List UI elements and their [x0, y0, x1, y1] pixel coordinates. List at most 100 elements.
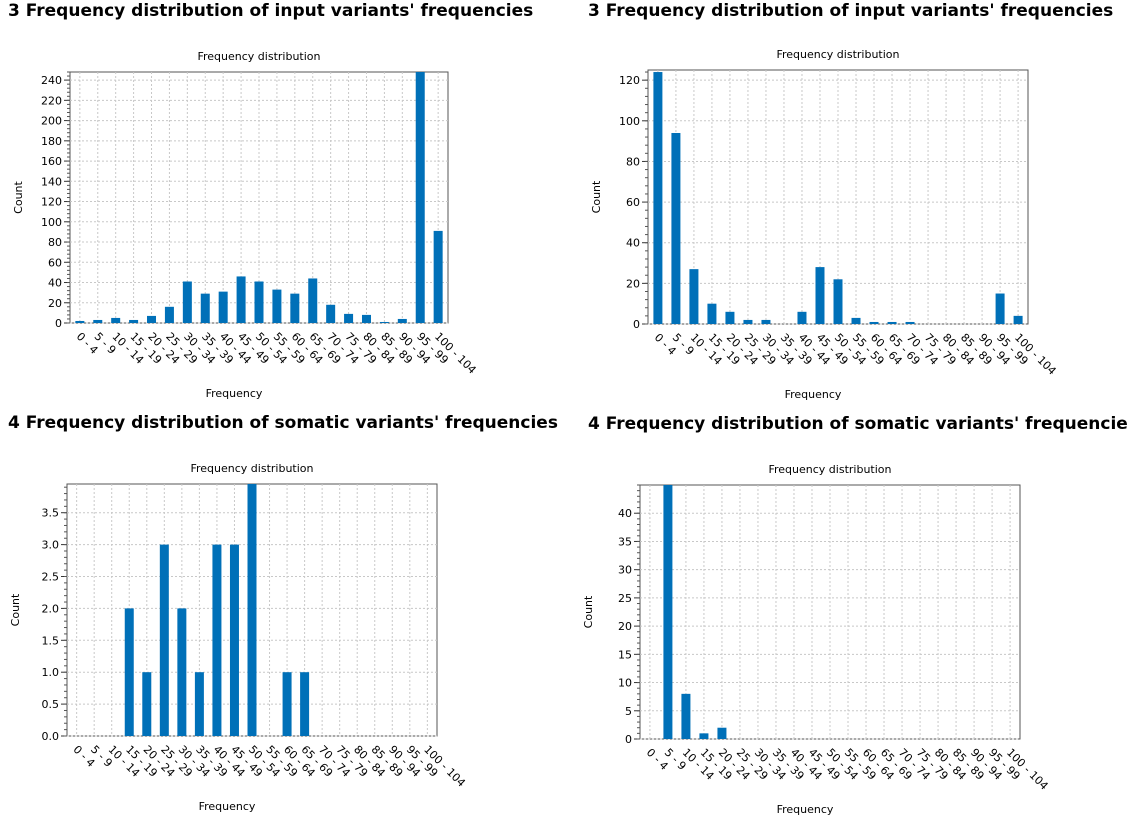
- bar: [663, 485, 673, 739]
- bar: [699, 733, 709, 739]
- bar: [218, 291, 228, 323]
- y-tick-label: 25: [618, 592, 632, 605]
- y-tick-label: 80: [626, 155, 640, 168]
- bar: [1013, 315, 1023, 324]
- bar: [433, 230, 443, 323]
- y-axis-label: Count: [582, 595, 595, 628]
- x-axis-label: Frequency: [199, 800, 256, 813]
- bar: [272, 289, 282, 323]
- bar: [361, 314, 371, 323]
- y-tick-label: 240: [41, 74, 62, 87]
- x-axis-label: Frequency: [785, 388, 842, 401]
- bar: [689, 269, 699, 324]
- bar: [200, 293, 210, 323]
- y-tick-label: 0.5: [42, 698, 60, 711]
- bar: [815, 267, 825, 324]
- bar: [743, 319, 753, 324]
- bar: [75, 320, 85, 323]
- x-axis-label: Frequency: [777, 803, 834, 816]
- x-axis-label: Frequency: [206, 387, 263, 400]
- bar: [159, 544, 169, 736]
- bar: [194, 672, 204, 736]
- bar: [142, 672, 152, 736]
- chart-3: 0.00.51.01.52.02.53.03.50 - 45 - 910 - 1…: [9, 462, 468, 813]
- bar: [254, 281, 264, 323]
- y-tick-label: 140: [41, 175, 62, 188]
- plot-area: [639, 484, 1021, 740]
- bar: [247, 484, 257, 736]
- y-tick-label: 2.5: [42, 571, 60, 584]
- y-tick-label: 0: [633, 318, 640, 331]
- y-tick-label: 3.0: [42, 539, 60, 552]
- bar: [147, 315, 157, 323]
- y-tick-label: 15: [618, 648, 632, 661]
- y-tick-label: 100: [619, 115, 640, 128]
- y-tick-label: 160: [41, 155, 62, 168]
- bar: [182, 281, 192, 323]
- y-axis-label: Count: [12, 180, 25, 213]
- y-tick-label: 60: [48, 256, 62, 269]
- bar: [797, 311, 807, 324]
- bar: [308, 278, 318, 323]
- plot-title: Frequency distribution: [776, 48, 899, 61]
- bar: [300, 672, 310, 736]
- chart-1-heading: 3 Frequency distribution of input varian…: [8, 1, 534, 21]
- chart-4-heading: 4 Frequency distribution of somatic vari…: [588, 414, 1127, 434]
- bar: [290, 293, 300, 323]
- bar: [177, 608, 187, 736]
- y-tick-label: 220: [41, 94, 62, 107]
- bar: [717, 727, 727, 739]
- y-tick-label: 120: [41, 196, 62, 209]
- y-tick-label: 1.5: [42, 634, 60, 647]
- y-tick-label: 40: [48, 277, 62, 290]
- y-tick-label: 1.0: [42, 666, 60, 679]
- bar: [236, 276, 246, 323]
- bar: [707, 303, 717, 324]
- bar: [671, 132, 681, 324]
- chart-2-heading: 3 Frequency distribution of input varian…: [588, 1, 1114, 21]
- bar: [124, 608, 134, 736]
- y-axis-label: Count: [590, 180, 603, 213]
- plot-title: Frequency distribution: [190, 462, 313, 475]
- y-tick-label: 120: [619, 74, 640, 87]
- bar: [93, 319, 103, 323]
- y-tick-label: 80: [48, 236, 62, 249]
- y-tick-label: 10: [618, 677, 632, 690]
- y-tick-label: 200: [41, 115, 62, 128]
- y-tick-label: 0: [625, 733, 632, 746]
- bar: [725, 311, 735, 324]
- bar: [905, 321, 915, 324]
- y-axis-label: Count: [9, 593, 22, 626]
- chart-3-heading: 4 Frequency distribution of somatic vari…: [8, 413, 558, 433]
- bar: [851, 317, 861, 324]
- bar: [833, 279, 843, 324]
- y-tick-label: 30: [618, 564, 632, 577]
- plot-title: Frequency distribution: [768, 463, 891, 476]
- y-tick-label: 3.5: [42, 507, 60, 520]
- bar: [111, 317, 121, 323]
- bar: [229, 544, 239, 736]
- y-tick-label: 0: [55, 317, 62, 330]
- bar: [379, 321, 389, 323]
- plot-title: Frequency distribution: [197, 50, 320, 63]
- bar: [397, 318, 407, 323]
- y-tick-label: 5: [625, 705, 632, 718]
- y-tick-label: 2.0: [42, 602, 60, 615]
- bar: [326, 304, 336, 323]
- y-tick-label: 20: [626, 277, 640, 290]
- bar: [869, 321, 879, 324]
- bar: [212, 544, 222, 736]
- y-tick-label: 35: [618, 535, 632, 548]
- y-tick-label: 20: [618, 620, 632, 633]
- bar: [344, 313, 354, 323]
- y-tick-label: 40: [626, 237, 640, 250]
- bar: [129, 319, 139, 323]
- bar: [164, 306, 174, 323]
- y-tick-label: 20: [48, 297, 62, 310]
- y-tick-label: 180: [41, 135, 62, 148]
- bar: [681, 693, 691, 739]
